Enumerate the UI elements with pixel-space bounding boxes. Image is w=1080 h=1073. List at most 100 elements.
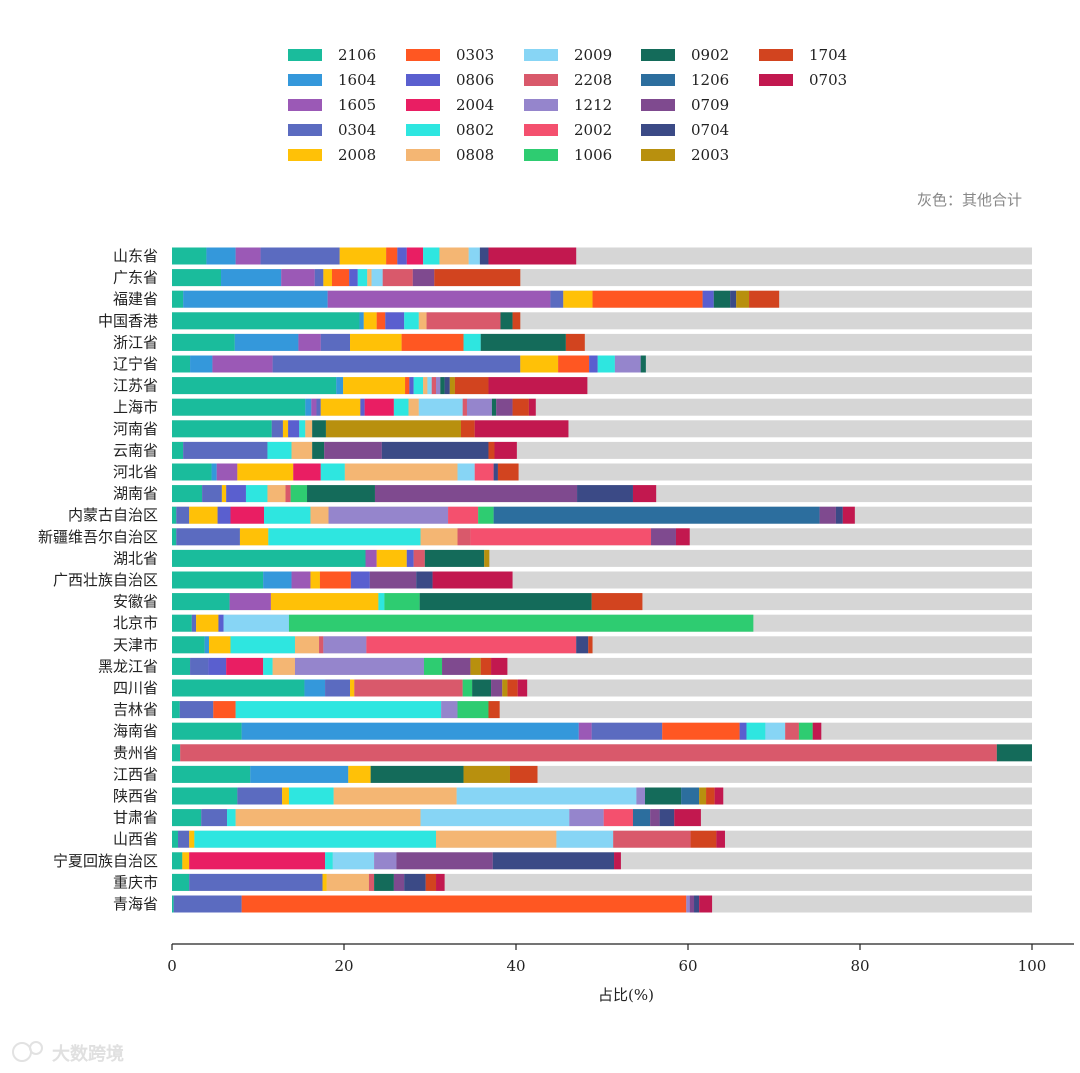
category-label: 江西省 xyxy=(113,765,158,783)
bar-segment-2208 xyxy=(431,377,437,395)
bar-segment-2004 xyxy=(226,657,264,675)
bar-segment-1605 xyxy=(291,571,311,589)
bar-segment-0802 xyxy=(268,528,421,546)
bar-segment-0806 xyxy=(406,549,414,567)
bar-segment-0303 xyxy=(401,333,464,351)
category-label: 山东省 xyxy=(113,247,158,265)
legend-swatch xyxy=(641,99,675,111)
bar-segment-0806 xyxy=(397,247,407,265)
bar-segment-0703 xyxy=(812,722,822,740)
legend-swatch xyxy=(406,74,440,86)
bar-segment-1212 xyxy=(436,377,441,395)
legend-item: 0806 xyxy=(406,71,494,89)
legend-swatch xyxy=(524,74,558,86)
bar-segment-1605 xyxy=(578,722,592,740)
category-label: 青海省 xyxy=(113,895,158,913)
x-tick-label: 80 xyxy=(850,957,869,975)
legend-item: 1704 xyxy=(759,46,847,64)
bar-segment-1704 xyxy=(460,420,475,438)
bar-segment-0709 xyxy=(324,441,382,459)
bar-segment-2009 xyxy=(457,463,475,481)
bar-segment-2009 xyxy=(468,247,480,265)
bar-row xyxy=(172,377,1032,395)
bar-segment-0703 xyxy=(714,787,724,805)
bar-segment-2008 xyxy=(196,614,219,632)
bar-segment-0806 xyxy=(360,398,365,416)
bar-segment-2106 xyxy=(172,571,264,589)
bar-segment-0703 xyxy=(674,809,701,827)
bar-segment-0808 xyxy=(344,463,458,481)
bar-segment-0703 xyxy=(528,398,536,416)
legend-item: 1212 xyxy=(524,96,612,114)
bar-segment-2106 xyxy=(172,333,235,351)
legend-label: 1605 xyxy=(338,96,376,114)
legend-label: 2002 xyxy=(574,121,612,139)
bar-segment-0304 xyxy=(320,333,351,351)
bar-segment-1704 xyxy=(480,657,492,675)
bar-segment-0304 xyxy=(176,506,190,524)
bar-segment-0304 xyxy=(176,528,240,546)
legend-label: 2004 xyxy=(456,96,494,114)
watermark-logo-icon xyxy=(12,1042,32,1062)
bar-segment-2004 xyxy=(293,463,321,481)
bar-segment-2009 xyxy=(223,614,289,632)
bar-segment-0808 xyxy=(310,506,329,524)
category-label: 广西壮族自治区 xyxy=(53,571,158,589)
legend-swatch xyxy=(288,49,322,61)
bar-row xyxy=(172,614,1032,632)
legend-item: 0303 xyxy=(406,46,494,64)
bar-segment-0703 xyxy=(632,485,657,503)
category-label: 重庆市 xyxy=(113,873,158,891)
bar-segment-2106 xyxy=(172,441,184,459)
bar-segment-0704 xyxy=(730,290,737,308)
bar-segment-0802 xyxy=(194,830,437,848)
bar-segment-0303 xyxy=(405,377,410,395)
bar-segment-2008 xyxy=(282,787,289,805)
bar-segment-1704 xyxy=(591,593,643,611)
legend-label: 2008 xyxy=(338,146,376,164)
bar-segment-0806 xyxy=(350,571,370,589)
bar-row xyxy=(172,679,1032,697)
bar-segment-0806 xyxy=(739,722,747,740)
x-axis-title: 占比(%) xyxy=(598,986,654,1004)
bar-segment-2009 xyxy=(418,398,463,416)
legend-label: 0808 xyxy=(456,146,494,164)
bar-row xyxy=(172,398,1032,416)
bar-segment-0902 xyxy=(480,333,566,351)
bar-segment-0709 xyxy=(442,657,471,675)
x-tick-label: 100 xyxy=(1018,957,1047,975)
bar-segment-2009 xyxy=(556,830,614,848)
bar-segment-0704 xyxy=(577,485,633,503)
bar-segment-2106 xyxy=(172,614,192,632)
bar-segment-0806 xyxy=(385,312,405,330)
bar-segment-0902 xyxy=(640,355,646,373)
bar-segment-0703 xyxy=(491,657,508,675)
legend-item: 2003 xyxy=(641,146,729,164)
bar-segment-1604 xyxy=(263,571,292,589)
bar-segment-2208 xyxy=(426,312,501,330)
legend-swatch xyxy=(524,149,558,161)
bar-segment-2008 xyxy=(189,830,195,848)
bar-segment-1212 xyxy=(294,657,424,675)
bar-segment-2106 xyxy=(172,593,230,611)
bar-row xyxy=(172,744,1032,762)
bar-segment-0808 xyxy=(267,485,286,503)
bar-row xyxy=(172,571,1032,589)
bar-segment-2003 xyxy=(470,657,481,675)
bar-segment-0704 xyxy=(694,895,700,913)
bar-segment-1212 xyxy=(569,809,604,827)
watermark-text: 大数跨境 xyxy=(52,1043,124,1065)
bar-segment-1604 xyxy=(234,333,299,351)
category-label: 贵州省 xyxy=(113,744,158,762)
bar-segment-0703 xyxy=(699,895,713,913)
bar-segment-0709 xyxy=(369,571,417,589)
bar-row xyxy=(172,873,1032,891)
bar-segment-0808 xyxy=(333,787,457,805)
bar-segment-1704 xyxy=(690,830,717,848)
bar-segment-2009 xyxy=(371,269,383,287)
bar-row xyxy=(172,463,1032,481)
legend-swatch xyxy=(759,49,793,61)
bar-segment-2106 xyxy=(172,247,207,265)
legend-label: 0703 xyxy=(809,71,847,89)
bar-segment-0304 xyxy=(591,722,663,740)
